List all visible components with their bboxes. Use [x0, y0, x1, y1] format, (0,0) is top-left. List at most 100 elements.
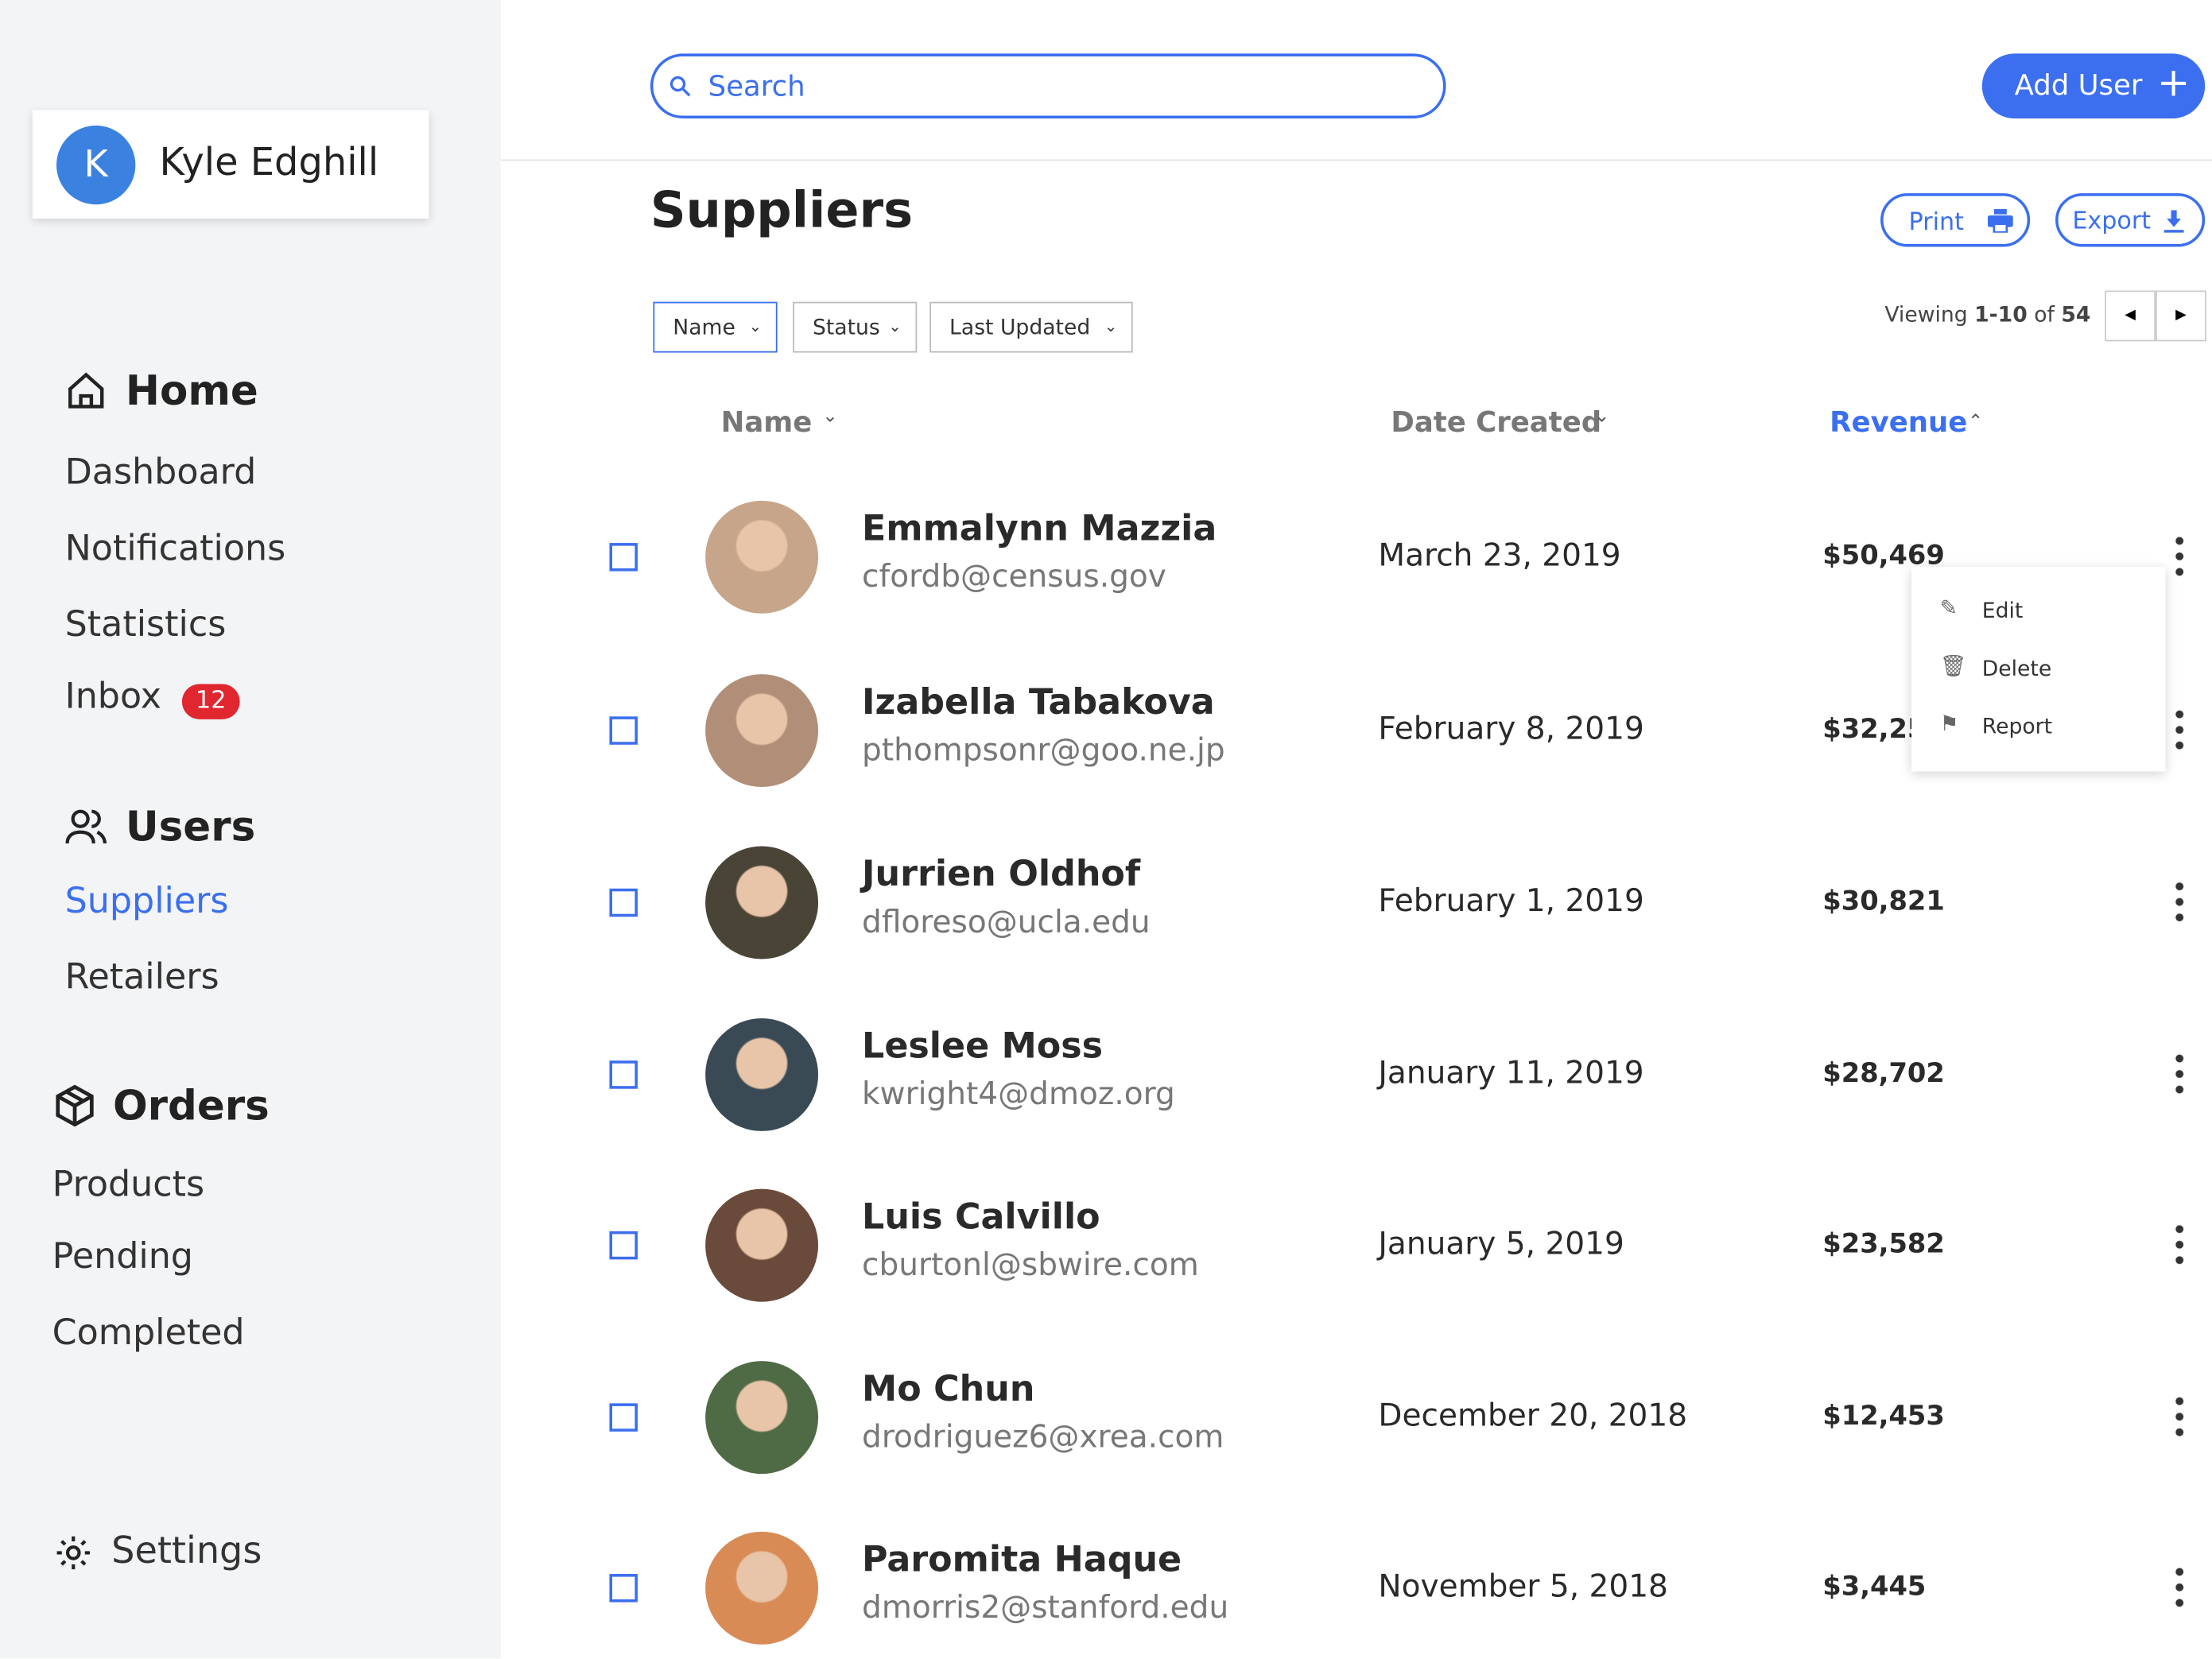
row-revenue: $3,445	[1822, 1571, 1927, 1603]
topbar-divider	[500, 159, 2212, 161]
download-icon	[2163, 210, 2184, 233]
nav-item[interactable]: Products	[52, 1163, 205, 1205]
row-revenue: $23,582	[1822, 1228, 1945, 1260]
row-name[interactable]: Mo Chun	[862, 1368, 1035, 1409]
row-checkbox[interactable]	[609, 888, 638, 917]
column-header[interactable]: Name	[720, 405, 813, 439]
row-checkbox[interactable]	[609, 1060, 638, 1089]
row-checkbox[interactable]	[609, 716, 638, 745]
add-user-button[interactable]: Add User +	[1981, 53, 2206, 119]
row-revenue: $50,469	[1822, 540, 1945, 572]
row-name[interactable]: Paromita Haque	[862, 1538, 1182, 1580]
avatar	[705, 1361, 819, 1475]
row-email: dfloreso@ucla.edu	[862, 905, 1151, 941]
filter-label: Last Updated	[949, 314, 1091, 340]
search-placeholder: Search	[708, 68, 805, 103]
row-revenue: $28,702	[1822, 1057, 1945, 1089]
row-email: cfordb@census.gov	[862, 560, 1166, 595]
filter-dropdown[interactable]: Last Updated ⌄	[929, 301, 1133, 353]
viewing-text: Viewing 1-10 of 54	[1834, 302, 2090, 328]
row-menu-button[interactable]	[2174, 1564, 2186, 1612]
row-email: pthompsonr@goo.ne.jp	[862, 733, 1225, 769]
menu-item[interactable]: Delete	[1981, 656, 2052, 681]
row-revenue: $30,821	[1822, 886, 1945, 917]
sidebar: K Kyle Edghill Settings Home Dashboard Not…	[0, 0, 501, 1659]
filter-label: Name	[673, 314, 735, 340]
prev-page[interactable]: ◀	[2105, 290, 2156, 342]
avatar	[705, 1188, 819, 1302]
plus-icon: +	[2156, 59, 2191, 107]
nav-item[interactable]: Inbox	[64, 675, 162, 717]
profile-card[interactable]: K Kyle Edghill	[32, 110, 429, 219]
column-header[interactable]: Date Created	[1391, 405, 1602, 439]
search-box[interactable]: Search	[650, 53, 1446, 119]
row-email: drodriguez6@xrea.com	[862, 1420, 1224, 1456]
row-date: January 5, 2019	[1378, 1227, 1624, 1262]
nav-item[interactable]: Suppliers	[64, 880, 229, 921]
column-header[interactable]: Revenue	[1830, 405, 1968, 439]
menu-icon: ✎	[1939, 595, 1958, 621]
sort-icon: ⌄	[822, 405, 838, 428]
row-menu-button[interactable]	[2174, 1393, 2186, 1442]
nav-item[interactable]: Pending	[52, 1235, 193, 1277]
next-page[interactable]: ▶	[2156, 290, 2206, 342]
row-email: kwright4@dmoz.org	[862, 1077, 1175, 1113]
menu-icon: 🗑	[1939, 653, 1967, 679]
nav-item[interactable]: Retailers	[64, 955, 219, 998]
nav-section-title[interactable]: Home	[125, 366, 258, 415]
avatar	[705, 1531, 819, 1645]
row-name[interactable]: Leslee Moss	[862, 1025, 1104, 1067]
nav-item[interactable]: Notifications	[64, 527, 286, 569]
row-checkbox[interactable]	[609, 1403, 638, 1432]
nav-section-title[interactable]: Orders	[112, 1081, 270, 1130]
viewing-range: 1-10	[1974, 301, 2028, 328]
viewing-total: 54	[2061, 301, 2091, 328]
users-icon	[65, 809, 107, 844]
filter-dropdown[interactable]: Name ⌄	[653, 301, 778, 353]
export-button[interactable]: Export	[2055, 193, 2206, 247]
chevron: ⌄	[888, 317, 902, 336]
row-date: December 20, 2018	[1378, 1399, 1688, 1435]
row-date: November 5, 2018	[1378, 1569, 1668, 1606]
nav-item[interactable]: Dashboard	[64, 451, 257, 493]
row-menu-button[interactable]	[2174, 878, 2186, 927]
nav-section-title[interactable]: Users	[125, 802, 256, 851]
menu-item[interactable]: Edit	[1981, 598, 2024, 624]
inbox-badge: 12	[181, 684, 240, 719]
profile-avatar: K	[56, 125, 136, 205]
row-menu-button[interactable]	[2174, 706, 2186, 755]
nav-item[interactable]: Completed	[52, 1312, 245, 1353]
chevron: ⌄	[1104, 317, 1118, 336]
profile-name: Kyle Edghill	[159, 141, 379, 185]
nav-item[interactable]: Statistics	[64, 603, 227, 645]
row-name[interactable]: Luis Calvillo	[862, 1196, 1100, 1237]
print-label: Print	[1908, 208, 1964, 238]
filter-label: Status	[812, 314, 880, 340]
print-button[interactable]: Print	[1880, 193, 2031, 247]
menu-icon: ⚑	[1939, 711, 1959, 737]
add-user-label: Add User	[2014, 68, 2143, 102]
row-checkbox[interactable]	[609, 543, 638, 572]
menu-item[interactable]: Report	[1981, 713, 2053, 739]
filter-dropdown[interactable]: Status ⌄	[793, 301, 918, 353]
row-menu-button[interactable]	[2174, 1221, 2186, 1269]
row-email: cburtonl@sbwire.com	[862, 1248, 1199, 1284]
row-name[interactable]: Jurrien Oldhof	[862, 853, 1141, 894]
print-icon	[1987, 209, 2013, 233]
row-menu-button[interactable]	[2174, 1050, 2186, 1099]
avatar	[705, 846, 819, 959]
context-menu: ✎ Edit 🗑 Delete ⚑ Report	[1911, 567, 2166, 772]
row-checkbox[interactable]	[609, 1231, 638, 1260]
sort-icon: ⌃	[1968, 412, 1984, 433]
row-date: February 8, 2019	[1378, 711, 1644, 748]
viewing-of: of	[2034, 301, 2055, 328]
row-menu-button[interactable]	[2174, 533, 2186, 581]
row-checkbox[interactable]	[609, 1574, 638, 1603]
page-title: Suppliers	[650, 183, 914, 240]
orders-icon	[56, 1084, 94, 1127]
row-name[interactable]: Emmalynn Mazzia	[862, 507, 1217, 549]
settings-link[interactable]: Settings	[111, 1530, 262, 1573]
row-name[interactable]: Izabella Tabakova	[862, 680, 1215, 723]
